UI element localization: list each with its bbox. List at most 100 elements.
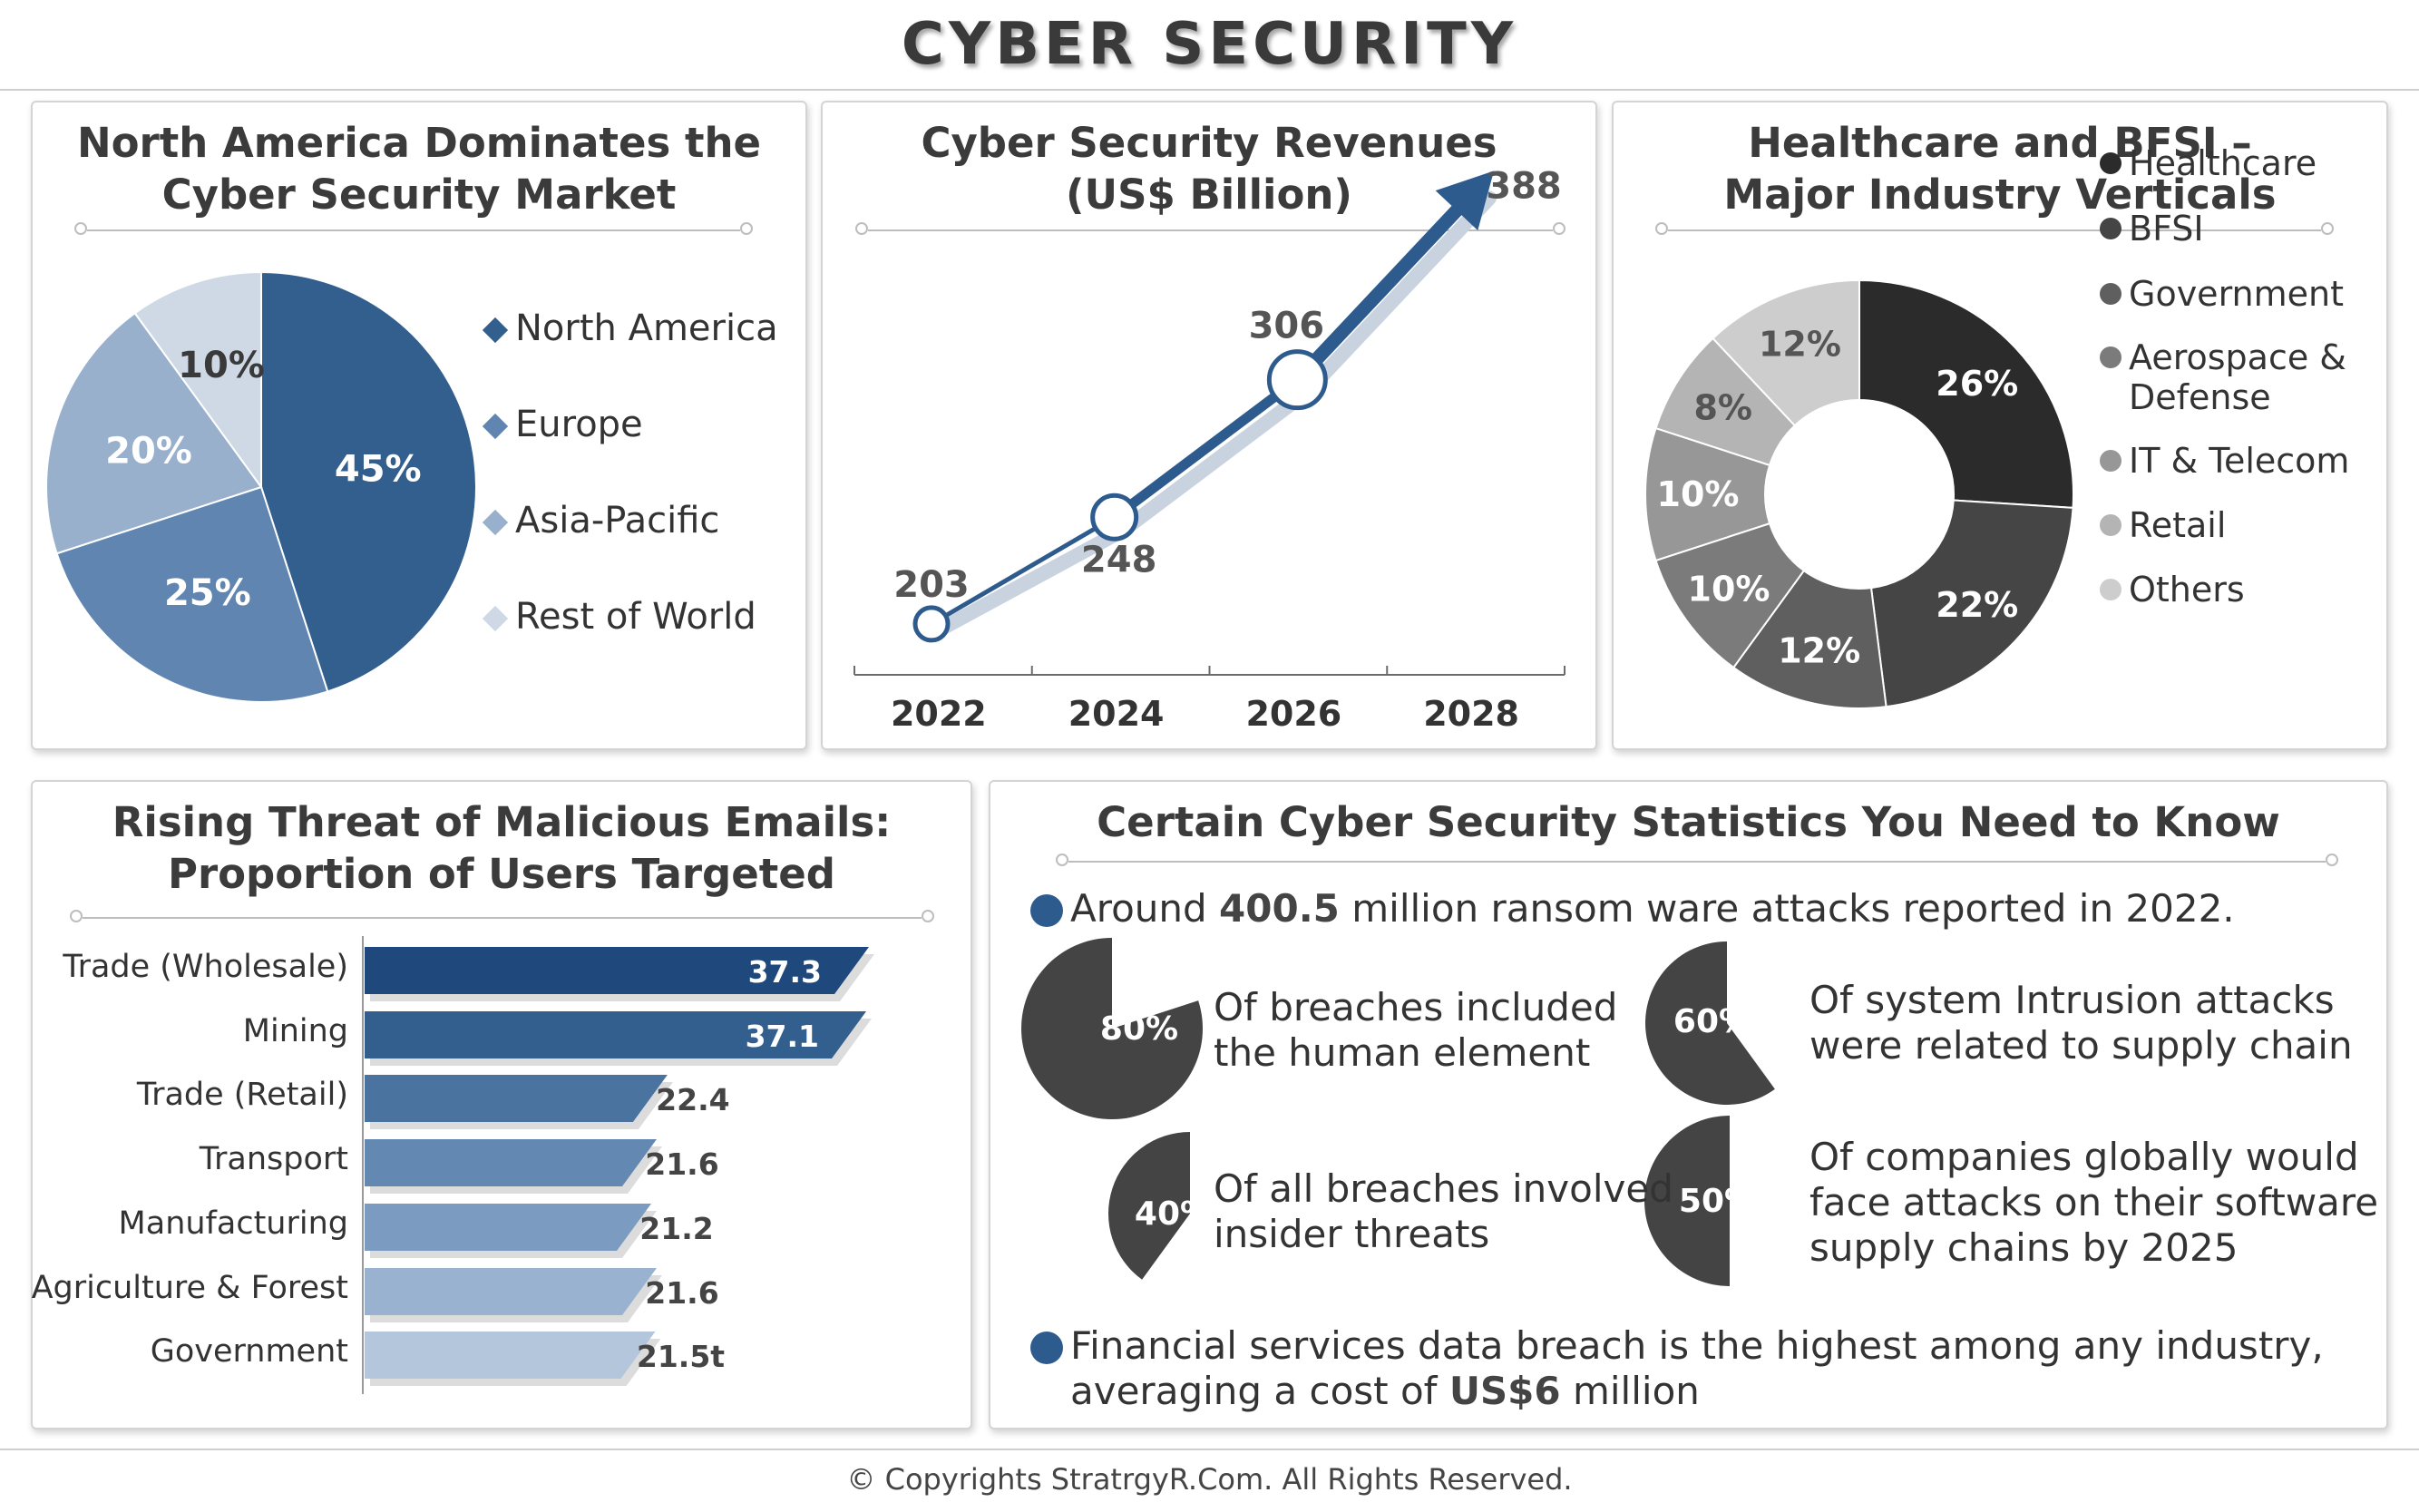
pie-slice-label: 20% (105, 431, 192, 473)
revenue-line-chart: 2022 2024 2026 2028 203 248 306 388 (853, 165, 1566, 734)
stat-financial-pre: averaging a cost of (1070, 1369, 1449, 1413)
bar-value-label: 21.2 (639, 1211, 713, 1246)
panel-title-revenues: Cyber Security Revenues (US$ Billion) (921, 119, 1497, 219)
stat-text-insider-threats: Of all breaches involved insider threats (1214, 1166, 1673, 1256)
market-share-pie-chart: 45% 25% 20% 10% (45, 270, 477, 703)
bar-trade-wholesale (365, 947, 869, 994)
title-underline (1056, 854, 2338, 866)
bar-category-label: Mining (242, 1013, 348, 1049)
stat-ransomware-pre: Around (1070, 886, 1220, 931)
donut-slice-label: 12% (1759, 324, 1841, 364)
stat-text-software-supply-chains: Of companies globally would face attacks… (1809, 1135, 2379, 1270)
legend-marker (2100, 579, 2122, 600)
stat-ransomware-post: million ransom ware attacks reported in … (1339, 886, 2235, 931)
stat-financial-value: US$6 (1448, 1369, 1561, 1413)
title-underline (1655, 222, 2334, 235)
panel-malicious-emails: Rising Threat of Malicious Emails: Propo… (31, 780, 972, 1429)
legend-label: Others (2129, 570, 2245, 610)
bar-transport (365, 1139, 657, 1186)
legend-label: Government (2129, 274, 2344, 314)
bullet-dot (1030, 1332, 1063, 1364)
data-value-label: 203 (893, 564, 970, 606)
legend-label: IT & Telecom (2129, 441, 2350, 481)
legend-label: Rest of World (515, 596, 756, 638)
legend-marker (2100, 450, 2122, 472)
donut-slice-label: 10% (1688, 570, 1770, 610)
stat-pie-60 (1645, 941, 1775, 1105)
bar-value-label: 21.6 (645, 1275, 718, 1311)
stat-pie-label: 40% (1135, 1195, 1213, 1233)
pie-slice-label: 45% (335, 449, 422, 491)
legend-marker (482, 605, 509, 632)
legend-item-it-telecom: IT & Telecom (2100, 441, 2372, 522)
legend-marker (482, 413, 509, 440)
legend-marker (2100, 152, 2122, 174)
bullet-dot (1030, 894, 1063, 927)
page-title: CYBER SECURITY (901, 11, 1518, 78)
pie-slice-label: 10% (178, 345, 265, 386)
stat-pie-icons: 80% 60% 40% 50% (1021, 938, 1775, 1286)
header-divider (0, 89, 2419, 91)
bar-government (365, 1332, 656, 1379)
stat-ransomware: Around 400.5 million ransom ware attacks… (1070, 886, 2235, 932)
legend-item-asia-pacific: Asia-Pacific (482, 500, 719, 541)
legend-item-bfsi: BFSI (2100, 209, 2372, 290)
bar-trade-retail (365, 1075, 668, 1122)
legend-label: Aerospace & Defense (2129, 337, 2346, 417)
legend-item-others: Others (2100, 570, 2372, 651)
stat-pie-40 (1108, 1132, 1190, 1280)
donut-slice-healthcare (1858, 278, 2074, 509)
pie-slice-asia-pacific (45, 311, 263, 555)
panel-industry-verticals: Healthcare and BFSI – Major Industry Ver… (1612, 101, 2388, 750)
bar-value-label: 37.3 (748, 954, 822, 990)
pie-slice-north-america (260, 270, 477, 693)
revenue-line-segment (1109, 375, 1302, 522)
panel-title-market-share: North America Dominates the Cyber Securi… (76, 119, 762, 219)
pie-slice-rest-of-world (133, 270, 262, 491)
legend-marker (2100, 218, 2122, 239)
malicious-emails-bar-chart: 37.3 37.1 22.4 21.6 21.2 21.6 21.5t (362, 936, 874, 1394)
legend-label: BFSI (2129, 209, 2204, 249)
bar-mining (365, 1011, 867, 1058)
data-point-marker (1266, 349, 1328, 411)
legend-marker (2100, 346, 2122, 368)
legend-item-north-america: North America (482, 307, 778, 349)
legend-marker (482, 509, 509, 536)
footer-divider (0, 1449, 2419, 1450)
data-point-marker (1090, 493, 1139, 541)
legend-label: North America (515, 307, 778, 349)
bar-category-label: Agriculture & Forest (31, 1270, 348, 1306)
data-point-marker (912, 605, 951, 643)
panel-title-industry-verticals: Healthcare and BFSI – Major Industry Ver… (1723, 119, 2277, 219)
x-tick-label: 2026 (1245, 694, 1341, 734)
stat-pie-50 (1644, 1116, 1730, 1286)
x-tick-label: 2028 (1423, 694, 1519, 734)
copyright-text: © Copyrights StratrgyR.Com. All Rights R… (846, 1462, 1573, 1497)
legend-marker (2100, 514, 2122, 536)
legend-item-retail: Retail (2100, 505, 2372, 587)
stat-financial-line1: Financial services data breach is the hi… (1070, 1323, 2324, 1368)
bar-value-label: 21.6 (645, 1146, 718, 1182)
legend-item-government: Government (2100, 274, 2372, 356)
stat-ransomware-value: 400.5 (1219, 886, 1340, 931)
legend-item-aerospace-defense: Aerospace & Defense (2100, 337, 2372, 419)
donut-slice-label: 22% (1936, 585, 2018, 625)
donut-slice-label: 26% (1936, 364, 2018, 404)
bar-category-label: Government (150, 1333, 348, 1370)
revenue-line-segment (929, 514, 1117, 627)
data-value-label: 248 (1081, 539, 1157, 580)
x-tick-label: 2022 (891, 694, 987, 734)
stat-pie-label: 50% (1679, 1183, 1757, 1220)
legend-label: Healthcare (2129, 143, 2317, 183)
bar-category-label: Trade (Wholesale) (63, 949, 348, 985)
bar-category-label: Transport (199, 1141, 348, 1177)
trend-arrowhead (1435, 171, 1495, 230)
industry-donut-chart: 26%22%12%10%10%8%12% (1644, 278, 2074, 709)
donut-slice-others (1712, 278, 1860, 427)
panel-market-share: North America Dominates the Cyber Securi… (31, 101, 807, 750)
legend-item-healthcare: Healthcare (2100, 143, 2372, 225)
stat-pie-80 (1021, 938, 1203, 1119)
x-tick-label: 2024 (1068, 694, 1165, 734)
stat-financial-services: Financial services data breach is the hi… (1070, 1323, 2324, 1414)
bar-category-label: Manufacturing (118, 1205, 348, 1242)
